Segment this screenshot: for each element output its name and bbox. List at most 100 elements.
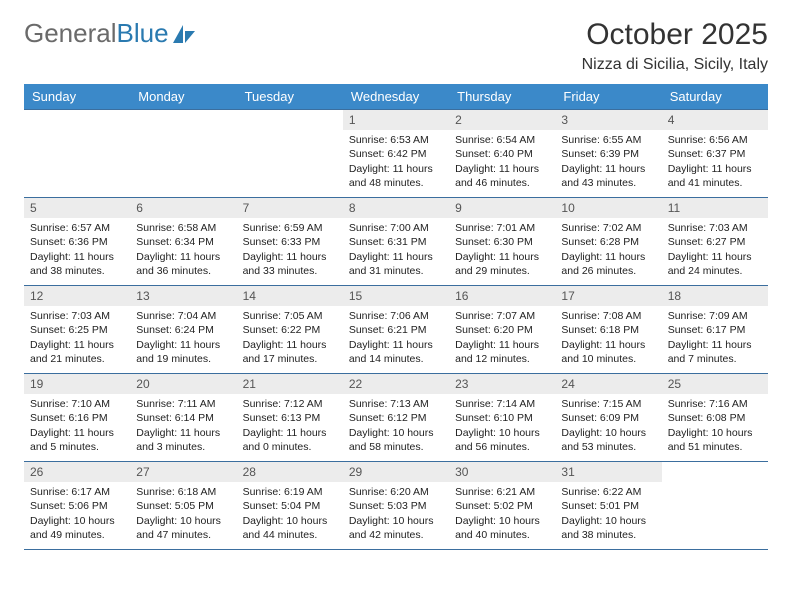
day-header: Thursday [449,84,555,110]
calendar-body: 1Sunrise: 6:53 AMSunset: 6:42 PMDaylight… [24,110,768,550]
cell-body: Sunrise: 6:54 AMSunset: 6:40 PMDaylight:… [449,130,555,192]
cell-body: Sunrise: 7:00 AMSunset: 6:31 PMDaylight:… [343,218,449,280]
day-number: 18 [662,286,768,306]
day-number: 21 [237,374,343,394]
day-number: 30 [449,462,555,482]
calendar-cell: 6Sunrise: 6:58 AMSunset: 6:34 PMDaylight… [130,198,236,286]
logo-text-gray: General [24,18,117,49]
day-header: Wednesday [343,84,449,110]
calendar-cell: 22Sunrise: 7:13 AMSunset: 6:12 PMDayligh… [343,374,449,462]
day-header: Tuesday [237,84,343,110]
calendar-cell: 14Sunrise: 7:05 AMSunset: 6:22 PMDayligh… [237,286,343,374]
day-number: 16 [449,286,555,306]
day-number: 31 [555,462,661,482]
calendar-cell: 5Sunrise: 6:57 AMSunset: 6:36 PMDaylight… [24,198,130,286]
calendar-row: 1Sunrise: 6:53 AMSunset: 6:42 PMDaylight… [24,110,768,198]
day-number: 20 [130,374,236,394]
day-number: 8 [343,198,449,218]
cell-body: Sunrise: 6:58 AMSunset: 6:34 PMDaylight:… [130,218,236,280]
calendar-cell [237,110,343,198]
location-title: Nizza di Sicilia, Sicily, Italy [582,56,768,74]
calendar-cell: 28Sunrise: 6:19 AMSunset: 5:04 PMDayligh… [237,462,343,550]
cell-body: Sunrise: 6:18 AMSunset: 5:05 PMDaylight:… [130,482,236,544]
logo-sail-icon [171,23,197,45]
cell-body: Sunrise: 7:06 AMSunset: 6:21 PMDaylight:… [343,306,449,368]
calendar-cell: 2Sunrise: 6:54 AMSunset: 6:40 PMDaylight… [449,110,555,198]
calendar-cell: 18Sunrise: 7:09 AMSunset: 6:17 PMDayligh… [662,286,768,374]
day-number: 7 [237,198,343,218]
day-number: 12 [24,286,130,306]
cell-body: Sunrise: 7:16 AMSunset: 6:08 PMDaylight:… [662,394,768,456]
calendar-row: 5Sunrise: 6:57 AMSunset: 6:36 PMDaylight… [24,198,768,286]
cell-body: Sunrise: 7:10 AMSunset: 6:16 PMDaylight:… [24,394,130,456]
cell-body: Sunrise: 6:57 AMSunset: 6:36 PMDaylight:… [24,218,130,280]
cell-body: Sunrise: 7:13 AMSunset: 6:12 PMDaylight:… [343,394,449,456]
cell-body: Sunrise: 7:14 AMSunset: 6:10 PMDaylight:… [449,394,555,456]
day-number: 4 [662,110,768,130]
cell-body: Sunrise: 7:11 AMSunset: 6:14 PMDaylight:… [130,394,236,456]
calendar-cell: 10Sunrise: 7:02 AMSunset: 6:28 PMDayligh… [555,198,661,286]
calendar-cell: 17Sunrise: 7:08 AMSunset: 6:18 PMDayligh… [555,286,661,374]
calendar-cell: 20Sunrise: 7:11 AMSunset: 6:14 PMDayligh… [130,374,236,462]
cell-body: Sunrise: 7:01 AMSunset: 6:30 PMDaylight:… [449,218,555,280]
cell-body: Sunrise: 7:02 AMSunset: 6:28 PMDaylight:… [555,218,661,280]
title-block: October 2025 Nizza di Sicilia, Sicily, I… [582,18,768,74]
day-header: Saturday [662,84,768,110]
day-number: 22 [343,374,449,394]
calendar-cell: 12Sunrise: 7:03 AMSunset: 6:25 PMDayligh… [24,286,130,374]
day-header: Sunday [24,84,130,110]
calendar-cell: 4Sunrise: 6:56 AMSunset: 6:37 PMDaylight… [662,110,768,198]
calendar-cell: 13Sunrise: 7:04 AMSunset: 6:24 PMDayligh… [130,286,236,374]
calendar-table: SundayMondayTuesdayWednesdayThursdayFrid… [24,84,768,550]
cell-body: Sunrise: 6:20 AMSunset: 5:03 PMDaylight:… [343,482,449,544]
calendar-cell: 27Sunrise: 6:18 AMSunset: 5:05 PMDayligh… [130,462,236,550]
day-number: 26 [24,462,130,482]
calendar-cell: 21Sunrise: 7:12 AMSunset: 6:13 PMDayligh… [237,374,343,462]
calendar-cell: 23Sunrise: 7:14 AMSunset: 6:10 PMDayligh… [449,374,555,462]
cell-body: Sunrise: 6:59 AMSunset: 6:33 PMDaylight:… [237,218,343,280]
day-number: 17 [555,286,661,306]
calendar-cell: 7Sunrise: 6:59 AMSunset: 6:33 PMDaylight… [237,198,343,286]
calendar-row: 26Sunrise: 6:17 AMSunset: 5:06 PMDayligh… [24,462,768,550]
day-number: 2 [449,110,555,130]
day-number: 27 [130,462,236,482]
day-number: 6 [130,198,236,218]
day-number: 5 [24,198,130,218]
cell-body: Sunrise: 7:04 AMSunset: 6:24 PMDaylight:… [130,306,236,368]
day-number: 13 [130,286,236,306]
cell-body: Sunrise: 7:12 AMSunset: 6:13 PMDaylight:… [237,394,343,456]
day-number: 15 [343,286,449,306]
cell-body: Sunrise: 7:07 AMSunset: 6:20 PMDaylight:… [449,306,555,368]
day-number: 25 [662,374,768,394]
cell-body: Sunrise: 6:56 AMSunset: 6:37 PMDaylight:… [662,130,768,192]
day-number: 10 [555,198,661,218]
day-number: 14 [237,286,343,306]
day-header: Monday [130,84,236,110]
day-number: 11 [662,198,768,218]
day-number: 1 [343,110,449,130]
calendar-cell: 19Sunrise: 7:10 AMSunset: 6:16 PMDayligh… [24,374,130,462]
logo: GeneralBlue [24,18,197,49]
calendar-cell: 25Sunrise: 7:16 AMSunset: 6:08 PMDayligh… [662,374,768,462]
cell-body: Sunrise: 7:03 AMSunset: 6:25 PMDaylight:… [24,306,130,368]
calendar-cell: 11Sunrise: 7:03 AMSunset: 6:27 PMDayligh… [662,198,768,286]
calendar-cell: 15Sunrise: 7:06 AMSunset: 6:21 PMDayligh… [343,286,449,374]
page-header: GeneralBlue October 2025 Nizza di Sicili… [24,18,768,74]
day-number: 19 [24,374,130,394]
cell-body: Sunrise: 6:21 AMSunset: 5:02 PMDaylight:… [449,482,555,544]
calendar-cell: 26Sunrise: 6:17 AMSunset: 5:06 PMDayligh… [24,462,130,550]
cell-body: Sunrise: 7:09 AMSunset: 6:17 PMDaylight:… [662,306,768,368]
calendar-cell: 16Sunrise: 7:07 AMSunset: 6:20 PMDayligh… [449,286,555,374]
day-number: 9 [449,198,555,218]
calendar-row: 19Sunrise: 7:10 AMSunset: 6:16 PMDayligh… [24,374,768,462]
logo-text-blue: Blue [117,18,169,49]
month-title: October 2025 [582,18,768,52]
calendar-cell: 31Sunrise: 6:22 AMSunset: 5:01 PMDayligh… [555,462,661,550]
calendar-cell: 24Sunrise: 7:15 AMSunset: 6:09 PMDayligh… [555,374,661,462]
day-header: Friday [555,84,661,110]
cell-body: Sunrise: 7:05 AMSunset: 6:22 PMDaylight:… [237,306,343,368]
calendar-cell: 1Sunrise: 6:53 AMSunset: 6:42 PMDaylight… [343,110,449,198]
calendar-cell [24,110,130,198]
cell-body: Sunrise: 6:19 AMSunset: 5:04 PMDaylight:… [237,482,343,544]
calendar-cell: 30Sunrise: 6:21 AMSunset: 5:02 PMDayligh… [449,462,555,550]
